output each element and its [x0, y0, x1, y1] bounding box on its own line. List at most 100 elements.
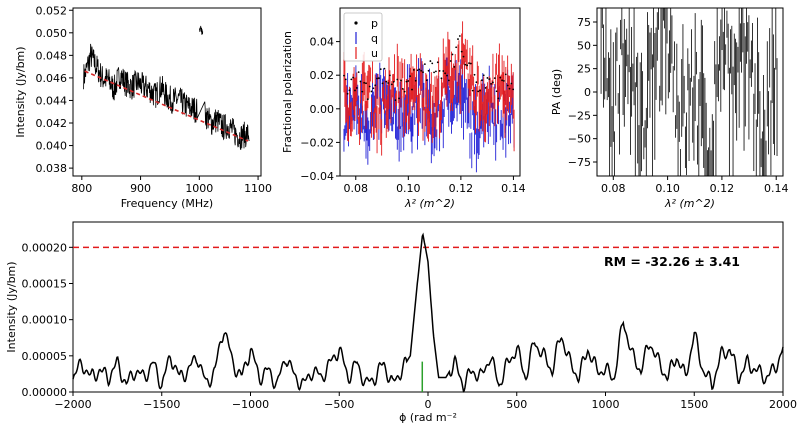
p-point — [418, 68, 421, 71]
p-point — [420, 69, 423, 72]
spectrum-xlabel: Frequency (MHz) — [121, 197, 213, 210]
p-point — [499, 76, 502, 79]
x-tick-label: 2000 — [769, 398, 797, 411]
p-point — [446, 74, 448, 77]
legend-p-label: p — [371, 17, 378, 30]
x-tick-label: 1000 — [592, 398, 620, 411]
p-point — [480, 79, 483, 82]
p-point — [427, 69, 430, 72]
spectrum-data-line — [83, 43, 250, 151]
p-point — [462, 55, 465, 58]
p-point — [473, 73, 476, 76]
legend-q-label: q — [371, 32, 378, 45]
p-point — [442, 70, 445, 72]
p-point — [486, 77, 489, 79]
spectrum-spike-line — [198, 25, 204, 35]
p-point — [457, 38, 459, 40]
x-tick-label: 0.14 — [764, 182, 789, 195]
y-tick-label: 25 — [577, 63, 591, 76]
p-point — [387, 82, 389, 84]
x-tick-label: 0.10 — [396, 182, 421, 195]
x-tick-label: 1000 — [185, 182, 213, 195]
p-point — [361, 90, 364, 93]
y-tick-label: 0.04 — [310, 36, 335, 49]
p-point — [449, 60, 452, 62]
p-point — [425, 79, 428, 82]
x-tick-label: 1100 — [244, 182, 272, 195]
x-tick-label: 0.12 — [449, 182, 474, 195]
p-point — [453, 66, 456, 68]
p-point — [348, 89, 351, 92]
p-point — [504, 73, 507, 76]
y-tick-label: 0.00000 — [22, 386, 68, 399]
x-tick-label: 0.08 — [601, 182, 626, 195]
p-point — [506, 84, 509, 87]
p-point — [412, 68, 415, 71]
p-point — [471, 89, 474, 92]
rm-annotation: RM = -32.26 ± 3.41 — [604, 254, 740, 269]
p-point — [469, 62, 472, 65]
p-point — [490, 82, 492, 85]
p-point — [414, 79, 417, 82]
p-point — [495, 90, 498, 93]
p-point — [479, 89, 481, 92]
p-point — [352, 76, 355, 79]
p-point — [368, 85, 371, 88]
p-point — [492, 81, 494, 84]
p-point — [451, 53, 454, 56]
y-tick-label: 0.02 — [310, 69, 335, 82]
p-point — [482, 74, 485, 77]
y-tick-label: 0.00 — [310, 103, 335, 116]
p-point — [344, 78, 347, 81]
p-point — [416, 69, 419, 72]
y-tick-label: 0.00015 — [22, 277, 68, 290]
p-point — [374, 84, 377, 87]
fracpol-plot-area — [343, 21, 515, 173]
p-point — [385, 80, 388, 83]
legend-u-label: u — [371, 47, 378, 60]
position-angle-panel: 0.08 0.10 0.12 0.14 −75 −50 −25 0 25 50 75 λ² (m^2… — [550, 7, 789, 210]
legend-box — [343, 12, 383, 62]
y-tick-label: 75 — [577, 16, 591, 29]
pa-plot-area — [600, 8, 778, 176]
x-tick-label: 0 — [425, 398, 432, 411]
pa-xlabel: λ² (m^2) — [664, 197, 715, 210]
p-point — [350, 78, 353, 81]
p-point — [440, 77, 443, 80]
fdf-plot-area — [72, 232, 784, 393]
p-point — [403, 90, 406, 93]
spectrum-panel: 800 900 1000 1100 0.038 0.040 0.042 0.044 0.046 0… — [14, 4, 272, 210]
x-tick-label: −2000 — [54, 398, 91, 411]
y-tick-label: −75 — [568, 156, 591, 169]
spectrum-axes-frame — [72, 7, 262, 177]
fdf-xlabel: ϕ (rad m⁻² — [399, 411, 457, 424]
p-point — [366, 98, 369, 101]
fracpol-ticks: 0.08 0.10 0.12 0.14 −0.04 −0.02 0.00 0.02 0.04 — [300, 36, 525, 195]
p-point — [372, 87, 375, 90]
p-point — [438, 70, 441, 72]
y-tick-label: −25 — [568, 109, 591, 122]
p-point — [392, 80, 395, 83]
p-point — [468, 62, 470, 65]
x-tick-label: 900 — [130, 182, 151, 195]
fracpol-xlabel: λ² (m^2) — [404, 197, 455, 210]
p-point — [401, 87, 404, 90]
y-tick-label: −0.04 — [300, 170, 334, 183]
y-tick-label: −0.02 — [300, 136, 334, 149]
x-tick-label: 1500 — [680, 398, 708, 411]
p-point — [394, 99, 397, 102]
y-tick-label: 50 — [577, 39, 591, 52]
y-tick-label: 0.038 — [36, 162, 68, 175]
p-point — [458, 35, 461, 37]
y-tick-label: 0.048 — [36, 49, 68, 62]
p-point — [363, 81, 366, 84]
x-tick-label: −1500 — [143, 398, 180, 411]
y-tick-label: 0.00020 — [22, 241, 68, 254]
legend-p-marker-icon — [354, 21, 358, 25]
p-point — [493, 77, 496, 80]
p-point — [433, 71, 435, 74]
p-point — [376, 77, 378, 80]
pa-ylabel: PA (deg) — [550, 69, 563, 115]
y-tick-label: 0 — [584, 86, 591, 99]
x-tick-label: 0.10 — [655, 182, 680, 195]
